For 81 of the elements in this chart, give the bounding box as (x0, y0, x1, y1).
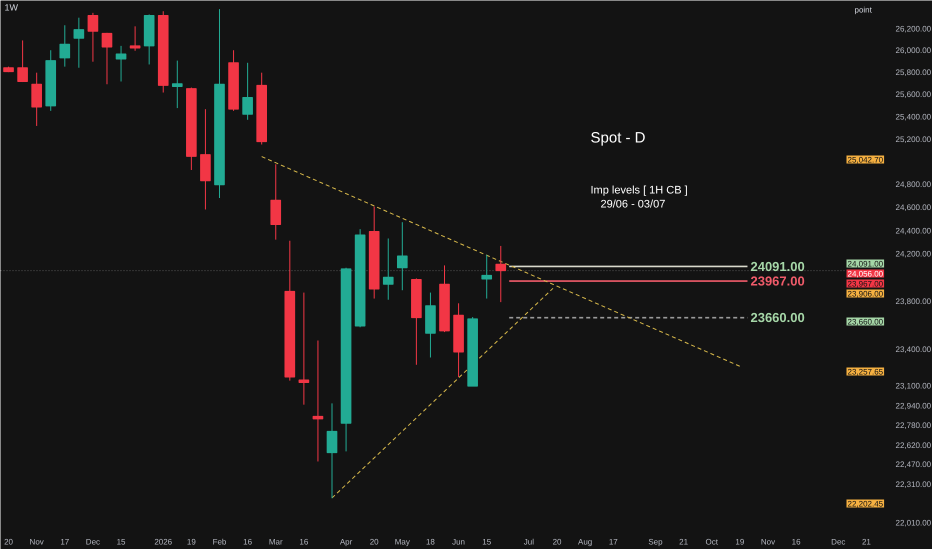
y-tick-label: 24,200.00 (896, 250, 932, 259)
x-tick-label: 19 (186, 538, 196, 546)
annotation: Imp levels [ 1H CB ] (590, 184, 688, 196)
candlestick (326, 402, 338, 499)
annotation: 23,967.00 (848, 280, 884, 288)
annotation: 22,202.45 (848, 500, 884, 508)
x-tick-label: Mar (268, 538, 283, 546)
x-tick-label: 17 (60, 538, 70, 546)
candlestick (102, 32, 112, 85)
y-tick-label: 26,000.00 (896, 46, 932, 56)
x-tick-label: 2026 (154, 538, 173, 546)
x-tick-label: 21 (862, 538, 872, 546)
x-tick-label: Feb (212, 538, 227, 546)
candlestick (242, 62, 253, 120)
annotation: 24,091.00 (848, 260, 884, 268)
candlestick (172, 60, 183, 109)
y-tick-label: 25,400.00 (896, 112, 932, 122)
candlestick (88, 12, 98, 62)
y-tick-label: 25,200.00 (896, 134, 932, 144)
x-tick-label: Nov (760, 538, 776, 546)
ref-line-label: 23967.00 (750, 274, 805, 289)
x-tick-label: 18 (426, 538, 436, 546)
ref-line-label: 24091.00 (750, 258, 805, 274)
y-tick-label: 23,100.00 (896, 382, 932, 391)
y-tick-label: 22,010.00 (896, 518, 932, 528)
candlestick (130, 26, 140, 52)
annotation: 29/06 - 03/07 (600, 198, 666, 210)
candlestick (312, 340, 324, 462)
candlestick (481, 254, 492, 300)
y-tick-label: 23,800.00 (896, 296, 932, 306)
x-tick-label: 20 (552, 538, 562, 546)
candlestick (74, 17, 84, 68)
annotation: Spot - D (590, 130, 646, 146)
y-tick-label: 25,800.00 (896, 68, 932, 78)
x-tick-label: Jun (452, 538, 466, 546)
candlestick (298, 292, 310, 406)
candlestick (382, 238, 394, 300)
y-tick-label: 22,620.00 (896, 441, 932, 450)
annotation: 23,257.65 (848, 368, 884, 376)
x-tick-label: 20 (4, 538, 14, 546)
x-tick-label: 17 (608, 538, 618, 546)
y-tick-label: 22,470.00 (896, 460, 932, 469)
y-tick-label: 24,600.00 (896, 203, 932, 212)
annotation: point (854, 6, 873, 14)
chart-title: 1W (4, 2, 19, 12)
y-tick-label: 24,800.00 (896, 180, 932, 190)
candlestick (31, 72, 42, 126)
y-tick-label: 22,780.00 (896, 421, 932, 430)
x-tick-label: Aug (578, 538, 592, 546)
annotation: 25,042.70 (848, 156, 884, 164)
x-tick-label: Apr (340, 538, 353, 546)
y-tick-label: 23,400.00 (896, 344, 932, 354)
x-tick-label: 16 (792, 538, 802, 546)
candlestick (116, 45, 126, 82)
x-tick-label: Jul (524, 538, 534, 546)
y-tick-label: 24,400.00 (896, 226, 932, 236)
ref-line-label: 23660.00 (750, 310, 805, 326)
x-tick-label: May (394, 538, 410, 546)
x-tick-label: 21 (679, 538, 689, 546)
x-tick-label: 15 (116, 538, 126, 546)
x-tick-label: 16 (299, 538, 309, 546)
y-tick-label: 25,600.00 (896, 90, 932, 100)
candlestick (17, 40, 28, 83)
x-tick-label: Nov (30, 538, 44, 546)
y-tick-label: 26,200.00 (896, 24, 932, 34)
x-tick-label: Dec (86, 538, 100, 546)
x-tick-label: 16 (243, 538, 253, 546)
x-tick-label: 19 (735, 538, 745, 546)
candlestick (495, 245, 506, 303)
annotation: 23,660.00 (848, 318, 884, 326)
y-tick-label: 22,940.00 (896, 401, 932, 410)
x-tick-label: Dec (831, 538, 846, 546)
candlestick (59, 24, 70, 68)
x-tick-label: Sep (648, 538, 664, 546)
x-tick-label: 15 (482, 538, 492, 546)
y-tick-label: 22,310.00 (896, 480, 932, 490)
x-tick-label: 20 (370, 538, 380, 546)
candlestick (396, 222, 408, 291)
annotation: 23,906.00 (848, 290, 884, 298)
x-tick-label: Oct (705, 538, 719, 546)
ref-line-label: 24,056.00 (848, 270, 884, 278)
